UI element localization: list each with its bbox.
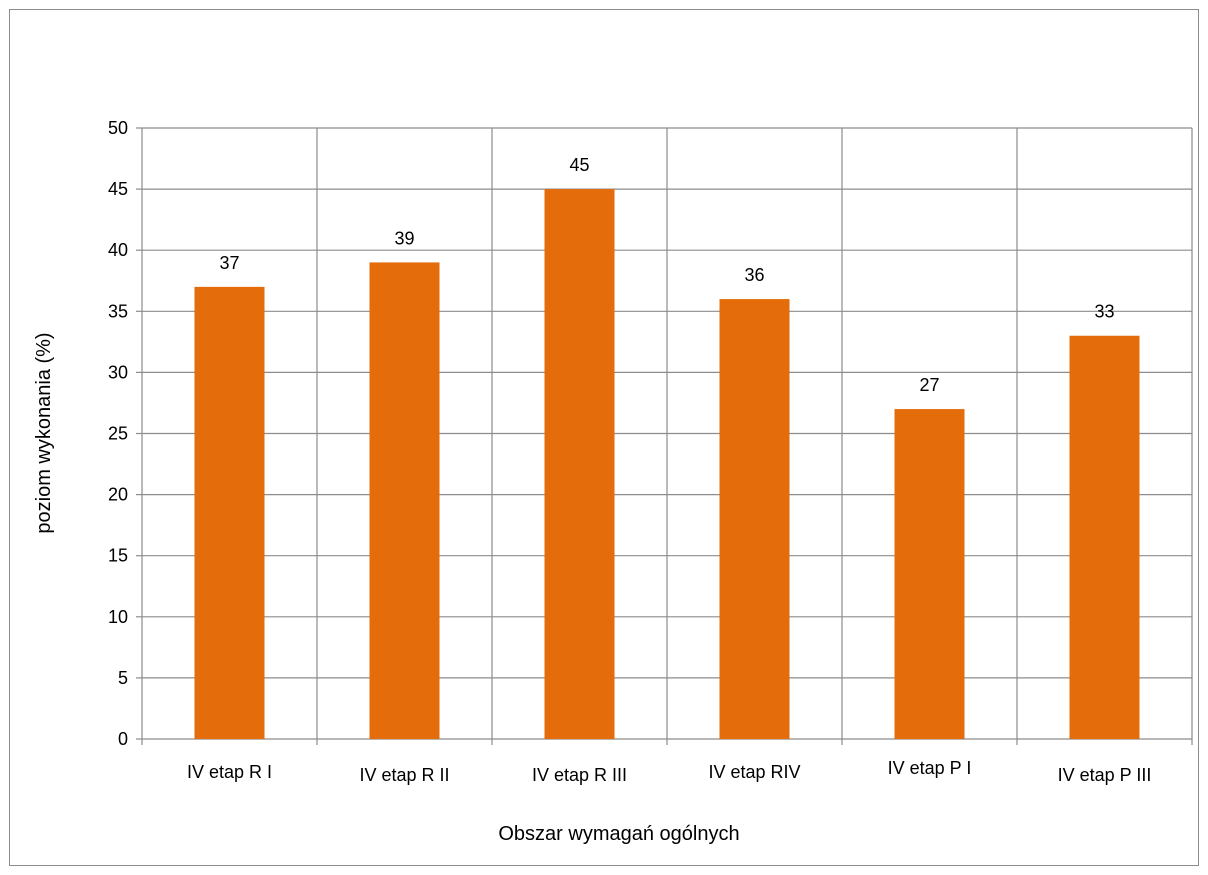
y-tick-label: 30	[108, 362, 128, 382]
bar	[369, 262, 440, 739]
x-tick-label: IV etap P I	[888, 758, 972, 778]
bar-value-label: 27	[919, 375, 939, 395]
bar	[719, 299, 790, 739]
y-tick-labels: 0 5 10 15 20 25 30 35 40 45 50	[108, 118, 128, 749]
x-tick-label: IV etap RIV	[708, 762, 800, 782]
y-tick-label: 25	[108, 424, 128, 444]
x-tick-label: IV etap R III	[532, 765, 627, 785]
bar-value-label: 45	[569, 155, 589, 175]
x-tick-label: IV etap R II	[359, 765, 449, 785]
y-tick-label: 20	[108, 485, 128, 505]
bar-value-label: 36	[744, 265, 764, 285]
y-axis-title: poziom wykonania (%)	[33, 332, 55, 533]
x-tick-labels: IV etap R I IV etap R II IV etap R III IV e…	[187, 758, 1151, 785]
x-tick-label: IV etap P III	[1058, 765, 1152, 785]
y-tick-label: 5	[118, 668, 128, 688]
bar-value-label: 37	[219, 253, 239, 273]
bar	[194, 286, 265, 739]
y-tick-label: 0	[118, 729, 128, 749]
y-tick-label: 10	[108, 607, 128, 627]
grid-layer	[136, 127, 1193, 745]
y-tick-label: 50	[108, 118, 128, 138]
bars-layer	[194, 189, 1140, 740]
y-tick-label: 15	[108, 546, 128, 566]
y-tick-label: 45	[108, 179, 128, 199]
y-tick-label: 35	[108, 301, 128, 321]
x-axis-title: Obszar wymagań ogólnych	[498, 823, 739, 845]
data-labels: 37 39 45 36 27 33	[219, 155, 1114, 395]
bar-value-label: 39	[394, 228, 414, 248]
bar	[1069, 335, 1140, 739]
y-tick-label: 40	[108, 240, 128, 260]
x-tick-label: IV etap R I	[187, 762, 272, 782]
bar-value-label: 33	[1094, 302, 1114, 322]
bar	[894, 409, 965, 739]
bar	[544, 189, 615, 740]
